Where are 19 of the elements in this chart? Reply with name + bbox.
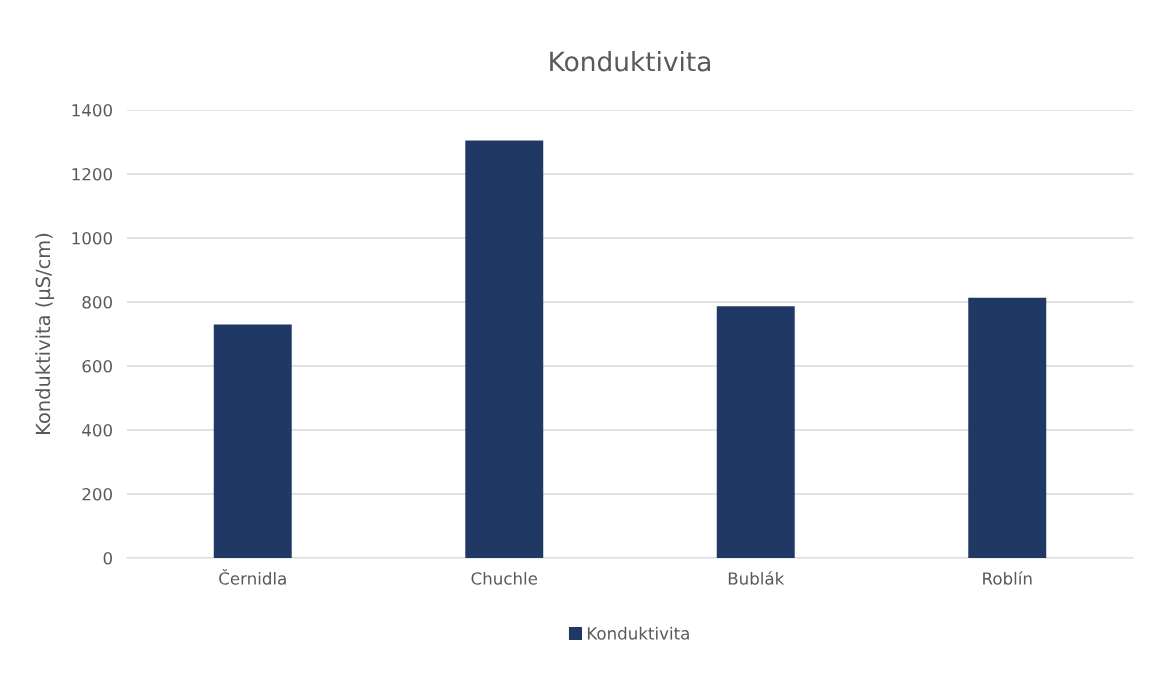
y-axis-title: Konduktivita (µS/cm) [35,233,55,434]
y-tick-label: 800 [82,295,112,309]
x-tick-label: Černidla [219,569,286,585]
y-tick-label: 400 [82,423,112,437]
bar [465,140,544,558]
y-tick-label: 1000 [72,231,112,245]
y-tick-label: 600 [82,359,112,373]
chart-title: Konduktivita [550,51,710,72]
legend-label: Konduktivita [587,626,689,640]
x-tick-label: Bublák [728,571,785,585]
y-tick-label: 1200 [72,167,112,181]
bar [968,297,1047,558]
bar [716,306,795,558]
y-tick-label: 200 [82,487,112,501]
x-tick-label: Roblín [983,571,1032,585]
y-tick-label: 0 [103,551,112,565]
bar [213,324,292,558]
x-tick-label: Chuchle [471,571,538,585]
y-tick-label: 1400 [72,103,112,117]
